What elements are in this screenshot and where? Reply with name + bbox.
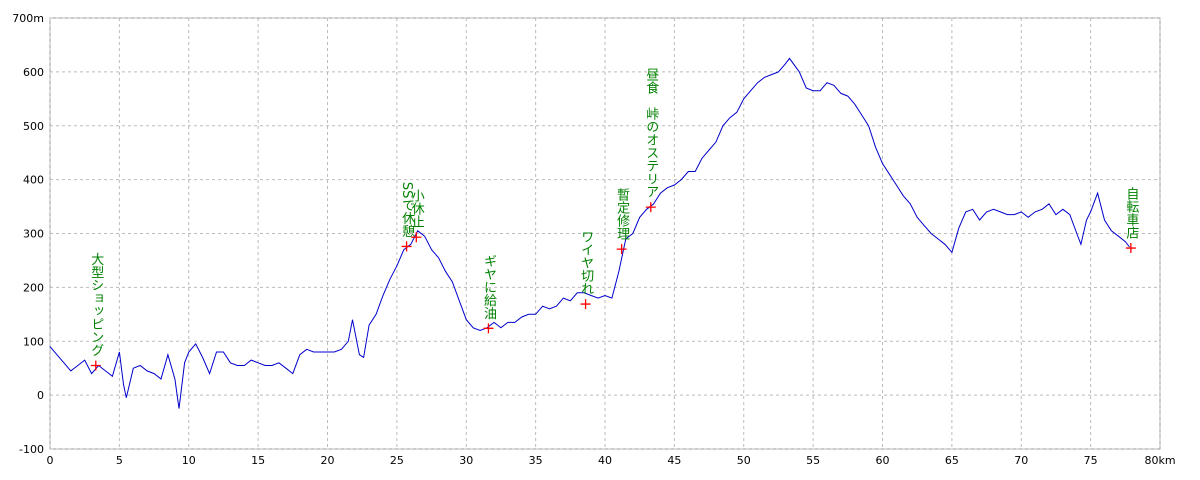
- waypoint: ワイヤ切れ: [578, 230, 594, 310]
- waypoint: 大型ショッピング: [88, 252, 104, 371]
- x-tick-label: 40: [598, 454, 612, 467]
- waypoint: 昼食 峠のオステリア: [643, 68, 659, 213]
- x-tick-label: 20: [321, 454, 335, 467]
- y-tick-label: 500: [23, 120, 44, 133]
- y-tick-label: 600: [23, 66, 44, 79]
- x-tick-label: 75: [1084, 454, 1098, 467]
- waypoint-label: ギヤに給油: [481, 254, 497, 319]
- y-tick-label: 400: [23, 174, 44, 187]
- waypoint-marker: [90, 360, 101, 371]
- x-tick-label: 65: [945, 454, 959, 467]
- x-tick-label: 5: [116, 454, 123, 467]
- waypoint-label: ワイヤ切れ: [578, 230, 594, 295]
- x-tick-label: 30: [459, 454, 473, 467]
- waypoint-marker: [401, 241, 412, 252]
- waypoint: 自転車店: [1123, 187, 1139, 254]
- x-tick-label: 25: [390, 454, 404, 467]
- x-tick-label: 0: [47, 454, 54, 467]
- waypoint-label: 暫定修理: [614, 188, 630, 240]
- waypoint: ギヤに給油: [481, 254, 497, 334]
- x-tick-label: 60: [876, 454, 890, 467]
- y-tick-label: 700m: [12, 12, 44, 25]
- y-tick-label: -100: [19, 443, 44, 456]
- y-tick-label: 300: [23, 228, 44, 241]
- waypoint-label: 自転車店: [1123, 187, 1139, 239]
- waypoint-marker: [645, 202, 656, 213]
- x-tick-label: 10: [182, 454, 196, 467]
- x-tick-label: 35: [529, 454, 543, 467]
- x-tick-label: 45: [667, 454, 681, 467]
- waypoint-marker: [1125, 243, 1136, 254]
- waypoint-marker: [580, 299, 591, 310]
- waypoint-label: 大型ショッピング: [88, 252, 104, 356]
- x-tick-label: 80km: [1144, 454, 1175, 467]
- elevation-line: [49, 57, 1130, 409]
- x-tick-label: 15: [251, 454, 265, 467]
- waypoint: 暫定修理: [614, 188, 630, 255]
- waypoint: SSで休憩: [399, 182, 415, 252]
- waypoint-label: 小休止: [409, 189, 425, 228]
- waypoint-label: SSで休憩: [399, 182, 415, 238]
- waypoint-marker: [411, 232, 422, 243]
- waypoint-marker: [483, 323, 494, 334]
- x-tick-label: 55: [806, 454, 820, 467]
- waypoint-marker: [616, 244, 627, 255]
- waypoint-label: 昼食 峠のオステリア: [643, 68, 659, 198]
- y-tick-label: 0: [37, 389, 44, 402]
- y-tick-label: 100: [23, 335, 44, 348]
- y-tick-label: 200: [23, 281, 44, 294]
- x-tick-label: 50: [737, 454, 751, 467]
- x-tick-label: 70: [1014, 454, 1028, 467]
- waypoint: 小休止: [409, 189, 425, 243]
